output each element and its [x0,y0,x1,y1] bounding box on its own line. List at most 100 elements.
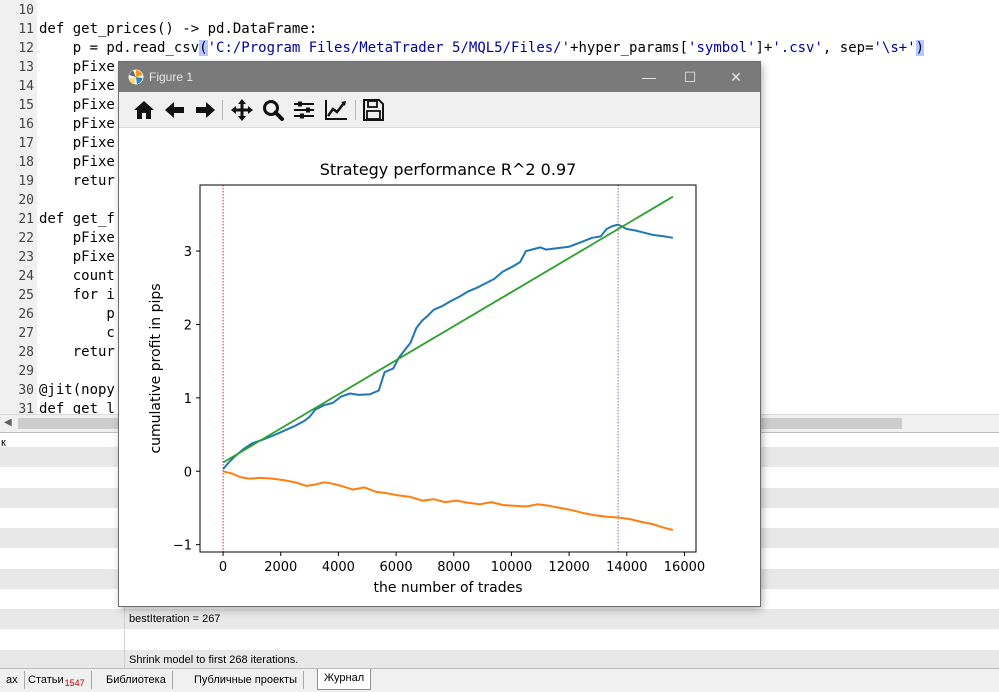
code-line[interactable]: 11 def get_prices() -> pd.DataFrame: [0,20,999,39]
code-token: pFixe [39,97,115,113]
x-tick-label: 4000 [322,560,355,575]
tab-library[interactable]: Библиотека [100,671,173,689]
line-number: 22 [18,231,34,246]
figure-window[interactable]: Figure 1 — ☐ ✕ [119,62,760,606]
code-line[interactable]: 15 pFixe [0,96,999,115]
code-token: count [39,268,115,284]
line-number: 30 [18,383,34,398]
series-line-series2 [222,470,674,531]
code-text: def get_f [39,210,115,229]
journal-row[interactable]: Shrink model to first 268 iterations. [0,650,999,670]
code-text: for i [39,286,115,305]
tab-journal[interactable]: Журнал [317,669,372,690]
journal-source-cell [0,487,125,508]
code-line[interactable]: 14 pFixe [0,77,999,96]
pan-icon[interactable] [229,98,255,122]
code-line[interactable]: 26 p [0,305,999,324]
code-token: p [39,306,115,322]
series-line-series1 [222,223,674,470]
code-token: ]+ [755,40,773,56]
minimize-button[interactable]: — [642,69,656,85]
line-number: 28 [18,345,34,360]
code-line[interactable]: 21 def get_f [0,210,999,229]
code-line[interactable]: 13 pFixe [0,58,999,77]
line-number: 18 [18,155,34,170]
line-number: 12 [18,41,34,56]
tab-public-projects[interactable]: Публичные проекты [188,671,304,689]
code-text: retur [39,343,115,362]
scroll-left-icon[interactable]: ◀ [4,417,12,428]
code-line[interactable]: 23 pFixe [0,248,999,267]
y-tick-label: 0 [184,465,192,480]
forward-arrow-icon[interactable] [192,98,218,122]
tab-label: Журнал [324,672,365,684]
x-tick-label: 12000 [548,560,589,575]
code-token: +hyper_params[ [570,40,689,56]
journal-message: bestIteration = 267 [129,613,221,626]
code-token: pFixe [39,78,115,94]
code-line[interactable]: 18 pFixe [0,153,999,172]
journal-header: к [0,433,999,453]
code-token: pFixe [39,154,115,170]
code-token: pFixe [39,59,115,75]
code-token: '\s+' [873,40,916,56]
code-line[interactable]: 31 def get_l [0,400,999,414]
code-text: def get_l [39,400,115,414]
axes-edit-icon[interactable] [323,98,349,122]
close-button[interactable]: ✕ [730,69,742,85]
figure-titlebar[interactable]: Figure 1 — ☐ ✕ [119,62,760,92]
code-text: pFixe [39,229,115,248]
code-line[interactable]: 16 pFixe [0,115,999,134]
journal-source-cell [0,528,125,549]
code-token: 'symbol' [688,40,756,56]
code-line[interactable]: 24 count [0,267,999,286]
home-icon[interactable] [131,98,157,122]
x-tick-label: 10000 [491,560,532,575]
journal-source-cell [0,589,125,610]
code-token: def get_f [39,211,115,227]
y-tick-label: 1 [184,392,192,407]
maximize-button[interactable]: ☐ [683,69,697,85]
toolbar-separator [355,100,356,120]
journal-source-cell [0,548,125,569]
code-token: retur [39,173,115,189]
code-line[interactable]: 29 [0,362,999,381]
code-text: p [39,305,115,324]
journal-row[interactable] [0,629,999,650]
plot-canvas[interactable]: Strategy performance R^2 0.97 0 2000 4000 60… [119,128,760,606]
series-line-fit [222,195,674,464]
zoom-icon[interactable] [260,98,286,122]
code-line[interactable]: 12 p = pd.read_csv('C:/Program Files/Met… [0,39,999,58]
code-text: pFixe [39,134,115,153]
line-number: 26 [18,307,34,322]
tab-partial[interactable]: ах [0,671,25,689]
code-line[interactable]: 22 pFixe [0,229,999,248]
code-line[interactable]: 27 c [0,324,999,343]
journal-source-cell [0,447,125,467]
line-number: 31 [18,402,34,414]
code-line[interactable]: 10 [0,1,999,20]
code-token: ) [915,40,925,56]
code-line[interactable]: 25 for i [0,286,999,305]
line-number: 17 [18,136,34,151]
x-axis-label: the number of trades [373,580,522,596]
save-icon[interactable] [360,98,386,122]
line-number: 21 [18,212,34,227]
line-number: 11 [18,22,34,37]
tab-label: Публичные проекты [194,674,297,686]
code-text: c [39,324,114,343]
subplots-icon[interactable] [291,98,317,122]
line-number: 16 [18,117,34,132]
x-tick-label: 6000 [380,560,413,575]
code-line[interactable]: 17 pFixe [0,134,999,153]
tab-label: Библиотека [106,674,166,686]
code-line[interactable]: 19 retur [0,172,999,191]
back-arrow-icon[interactable] [162,98,188,122]
code-line[interactable]: 20 [0,191,999,210]
code-token: for i [39,287,115,303]
journal-row[interactable]: bestIteration = 267 [0,609,999,630]
tab-articles[interactable]: Статьи1547 [22,671,92,689]
code-line[interactable]: 30 @jit(nopy [0,381,999,400]
x-tick-label: 2000 [264,560,297,575]
code-line[interactable]: 28 retur [0,343,999,362]
